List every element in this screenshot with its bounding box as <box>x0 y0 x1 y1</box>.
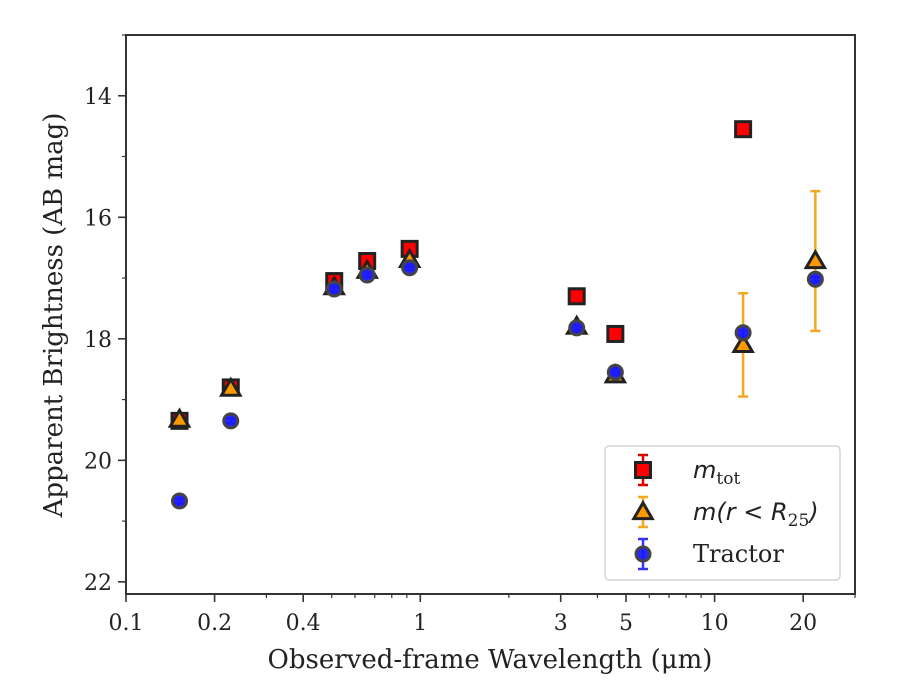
y-tick-label: 14 <box>84 85 112 110</box>
y-tick-label: 16 <box>84 206 112 231</box>
data-point <box>606 363 624 381</box>
legend-marker <box>634 461 652 479</box>
data-point <box>222 412 240 430</box>
legend: mtot m(r < R25) Tractor <box>604 445 841 581</box>
legend-item: mtot <box>634 453 740 489</box>
data-point <box>325 280 343 298</box>
data-point <box>803 189 828 333</box>
x-tick-label: 0.4 <box>286 611 321 636</box>
point-marker <box>325 280 343 298</box>
x-tick-label: 0.2 <box>197 611 232 636</box>
point-marker <box>606 363 624 381</box>
y-axis-label: Apparent Brightness (AB mag) <box>39 113 69 519</box>
legend-label-sub: 25 <box>788 511 810 531</box>
point-marker <box>806 270 824 288</box>
data-point <box>731 291 755 398</box>
legend-label-suffix: ) <box>807 498 818 526</box>
point-marker <box>218 376 243 397</box>
data-point <box>167 407 192 428</box>
series-circle <box>171 259 824 510</box>
data-point <box>806 270 824 288</box>
data-point <box>401 259 419 277</box>
data-point <box>734 324 752 342</box>
data-point <box>171 492 189 510</box>
y-tick-label: 22 <box>84 571 112 596</box>
x-axis: 0.1 0.2 0.4 1 3 5 10 20 <box>109 594 856 636</box>
point-marker <box>401 259 419 277</box>
series-triangle <box>167 189 828 428</box>
x-tick-label: 1 <box>413 611 427 636</box>
y-tick-label: 18 <box>84 328 112 353</box>
x-tick-label: 20 <box>789 611 817 636</box>
x-tick-label: 0.1 <box>109 611 144 636</box>
point-marker <box>568 319 586 337</box>
data-point <box>567 287 586 306</box>
series-layer <box>167 120 828 510</box>
series-square <box>170 120 753 430</box>
legend-label-main: m <box>693 456 716 484</box>
legend-marker <box>634 545 652 563</box>
x-tick-label: 5 <box>619 611 633 636</box>
legend-label: m(r < R25) <box>693 498 819 531</box>
point-marker <box>167 407 192 428</box>
point-marker <box>222 412 240 430</box>
point-marker <box>171 492 189 510</box>
plot-frame <box>125 34 856 595</box>
data-point <box>358 266 376 284</box>
point-marker <box>731 332 755 354</box>
legend-label-main: m(r < R <box>693 498 788 526</box>
x-axis-label: Observed-frame Wavelength (μm) <box>268 645 713 675</box>
point-marker <box>606 324 625 343</box>
plot-area <box>125 34 856 595</box>
data-point <box>606 324 625 343</box>
legend-label-main: Tractor <box>693 540 784 568</box>
legend-label-sub: tot <box>716 469 740 489</box>
point-marker <box>567 287 586 306</box>
point-marker <box>358 266 376 284</box>
y-axis: 14 16 18 20 22 <box>84 34 126 596</box>
point-marker <box>734 120 753 139</box>
legend-label: Tractor <box>693 540 784 568</box>
x-tick-label: 3 <box>554 611 568 636</box>
point-marker <box>803 248 828 270</box>
legend-marker <box>631 499 655 521</box>
data-point <box>218 376 243 397</box>
legend-item: Tractor <box>634 537 784 571</box>
y-tick-label: 20 <box>84 449 112 474</box>
legend-item: m(r < R25) <box>631 495 819 531</box>
legend-label: mtot <box>693 456 740 489</box>
data-point <box>568 319 586 337</box>
point-marker <box>734 324 752 342</box>
x-tick-label: 10 <box>701 611 729 636</box>
data-point <box>734 120 753 139</box>
legend-box <box>604 445 841 581</box>
